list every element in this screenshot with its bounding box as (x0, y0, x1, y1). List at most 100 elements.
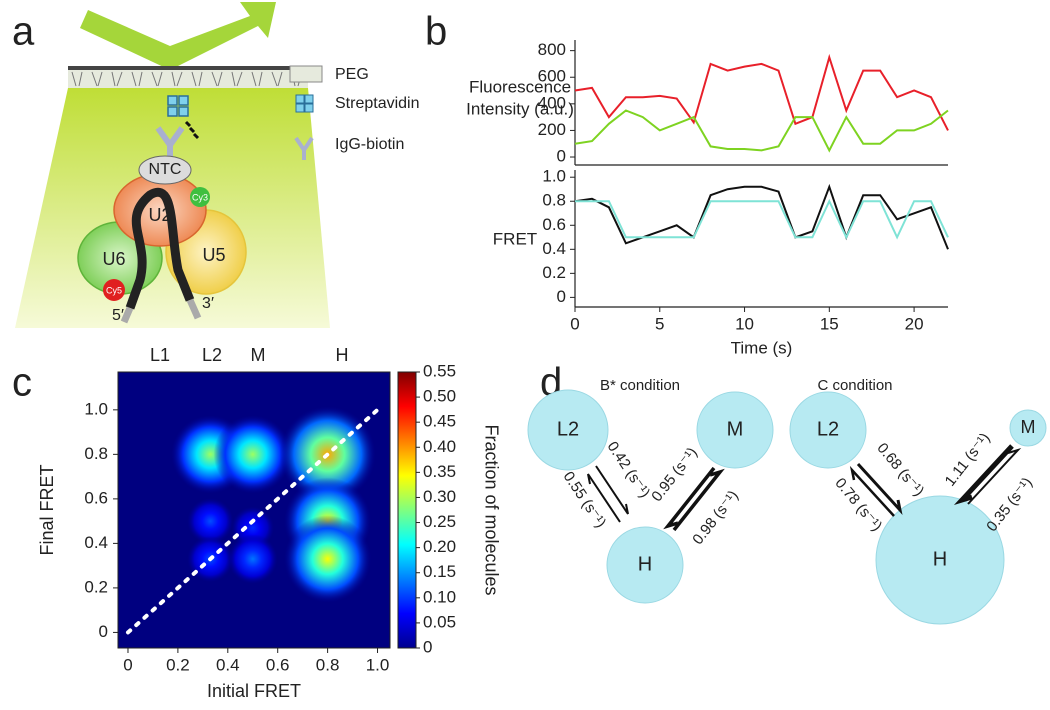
surface (68, 66, 308, 70)
arrow (953, 444, 1014, 506)
y-tick-label: 200 (538, 120, 566, 139)
y-axis-label: Fluorescence (469, 77, 571, 96)
node (696, 391, 774, 469)
heatmap-blob (187, 498, 234, 545)
node (875, 495, 1005, 625)
panel-d: B* condition L2 M H 0.42 (s⁻¹) 0.55 (s⁻¹… (527, 377, 1047, 625)
rate: 0.98 (s⁻¹) (689, 487, 742, 548)
x-tick-label: 1.0 (366, 655, 390, 674)
diagonal (125, 407, 380, 635)
rna (125, 187, 195, 310)
heatmap-blob (283, 515, 372, 603)
trace (574, 183, 949, 250)
state-label: L1 (150, 345, 170, 365)
label: 3′ (202, 295, 214, 312)
trace (575, 198, 949, 240)
y-tick-label: 1.0 (84, 399, 108, 418)
rna-ends (120, 298, 202, 324)
node-label: H (638, 553, 652, 575)
node-label: H (933, 548, 947, 570)
x-tick-label: 0 (570, 314, 579, 333)
colorbar-tick-label: 0.55 (423, 361, 456, 380)
rate: 1.11 (s⁻¹) (942, 430, 994, 490)
colorbar-tick-label: 0.20 (423, 537, 456, 556)
x-axis-label: Initial FRET (207, 681, 301, 701)
colorbar-tick-label: 0.15 (423, 562, 456, 581)
rate: 0.35 (s⁻¹) (983, 474, 1036, 535)
y-tick-label: 0.2 (542, 263, 566, 282)
x-tick-label: 0 (123, 655, 132, 674)
y-tick-label: 0.6 (84, 488, 108, 507)
node-label: L2 (817, 418, 839, 440)
panel-label: b (425, 10, 447, 54)
rate: 0.42 (s⁻¹) (604, 439, 654, 501)
state-label: L2 (202, 345, 222, 365)
excitation-arrow (80, 2, 276, 70)
legend-text: Streptavidin (335, 95, 420, 112)
legend-text: IgG-biotin (335, 136, 404, 153)
label: U6 (102, 249, 125, 269)
x-tick-label: 0.2 (166, 655, 190, 674)
state-label: H (336, 345, 349, 365)
legend-icon (289, 65, 323, 83)
trace (574, 53, 949, 131)
arrow (663, 466, 716, 530)
peg-layer (68, 70, 308, 88)
node-label: M (727, 418, 744, 440)
x-axis-label: Time (s) (731, 338, 793, 357)
ntc (138, 155, 192, 185)
y-tick-label: 0.8 (84, 444, 108, 463)
arrow (587, 473, 621, 523)
x-tick-label: 5 (655, 314, 664, 333)
x-tick-label: 0.4 (216, 655, 240, 674)
heatmap-blob (213, 415, 292, 494)
rate: 0.55 (s⁻¹) (560, 469, 610, 531)
node (606, 526, 684, 604)
colorbar-tick-label: 0.45 (423, 412, 456, 431)
colorbar-tick-label: 0.40 (423, 437, 456, 456)
node (1009, 409, 1047, 447)
y-tick-label: 600 (538, 67, 566, 86)
y-tick-label: 0.8 (542, 191, 566, 210)
panel-a: NTC U2 U5 U6 Cy3 Cy5 5′ 3′ PEG Streptavi… (15, 2, 420, 328)
legend-icon (295, 94, 314, 113)
y-tick-label: 1.0 (542, 167, 566, 186)
label: U2 (148, 205, 171, 225)
arrow (849, 465, 895, 517)
legend-text: PEG (335, 66, 369, 83)
colorbar (397, 371, 417, 649)
biotin (184, 120, 200, 140)
state-label: M (251, 345, 266, 365)
colorbar-tick-label: 0 (423, 637, 432, 656)
plot-frame (117, 371, 391, 649)
label: Cy5 (106, 285, 122, 295)
legend-icon (294, 136, 314, 160)
arrow (967, 447, 1022, 505)
x-tick-label: 0.8 (316, 655, 340, 674)
y-tick-label: 0.2 (84, 577, 108, 596)
x-tick-label: 20 (905, 314, 924, 333)
label: U5 (202, 245, 225, 265)
colorbar-tick-label: 0.10 (423, 587, 456, 606)
condition-title: B* condition (600, 377, 680, 394)
y-tick-label: 0.4 (84, 533, 108, 552)
streptavidin (167, 95, 189, 117)
y-tick-label: 800 (538, 40, 566, 59)
colorbar-tick-label: 0.35 (423, 462, 456, 481)
condition-title: C condition (817, 377, 892, 394)
y-axis-label: Final FRET (37, 464, 57, 555)
node (789, 391, 867, 469)
x-tick-label: 0.6 (266, 655, 290, 674)
y-tick-label: 0.6 (542, 215, 566, 234)
cy3 (190, 187, 210, 207)
node-label: M (1021, 417, 1036, 437)
colorbar-tick-label: 0.25 (423, 512, 456, 531)
node (527, 389, 609, 471)
arrow (672, 468, 725, 532)
colorbar-tick-label: 0.30 (423, 487, 456, 506)
colorbar-label: Fraction of molecules (481, 424, 501, 595)
y-axis-label: FRET (493, 229, 537, 248)
cy5 (103, 279, 125, 301)
y-tick-label: 0 (99, 622, 108, 641)
